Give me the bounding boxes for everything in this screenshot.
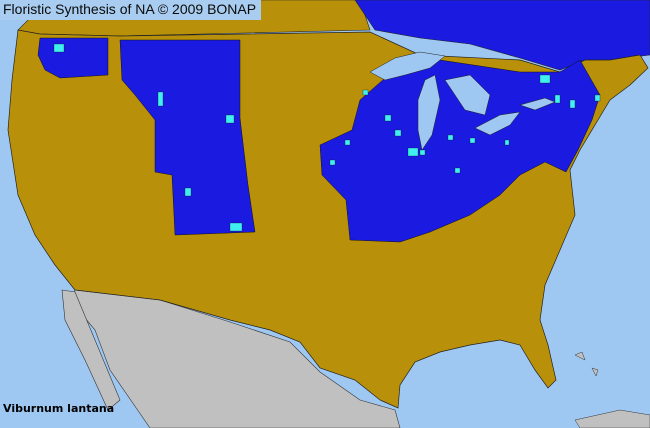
great-lakes	[369, 51, 556, 151]
species-name: Viburnum lantana	[3, 402, 115, 415]
baja	[61, 289, 121, 411]
range-northwest	[37, 37, 109, 79]
county-records	[53, 43, 601, 232]
canada-east	[354, 0, 650, 71]
mexico	[69, 289, 401, 428]
range-rockies	[119, 39, 256, 236]
islands	[574, 351, 650, 428]
map-title: Floristic Synthesis of NA © 2009 BONAP	[0, 0, 262, 20]
